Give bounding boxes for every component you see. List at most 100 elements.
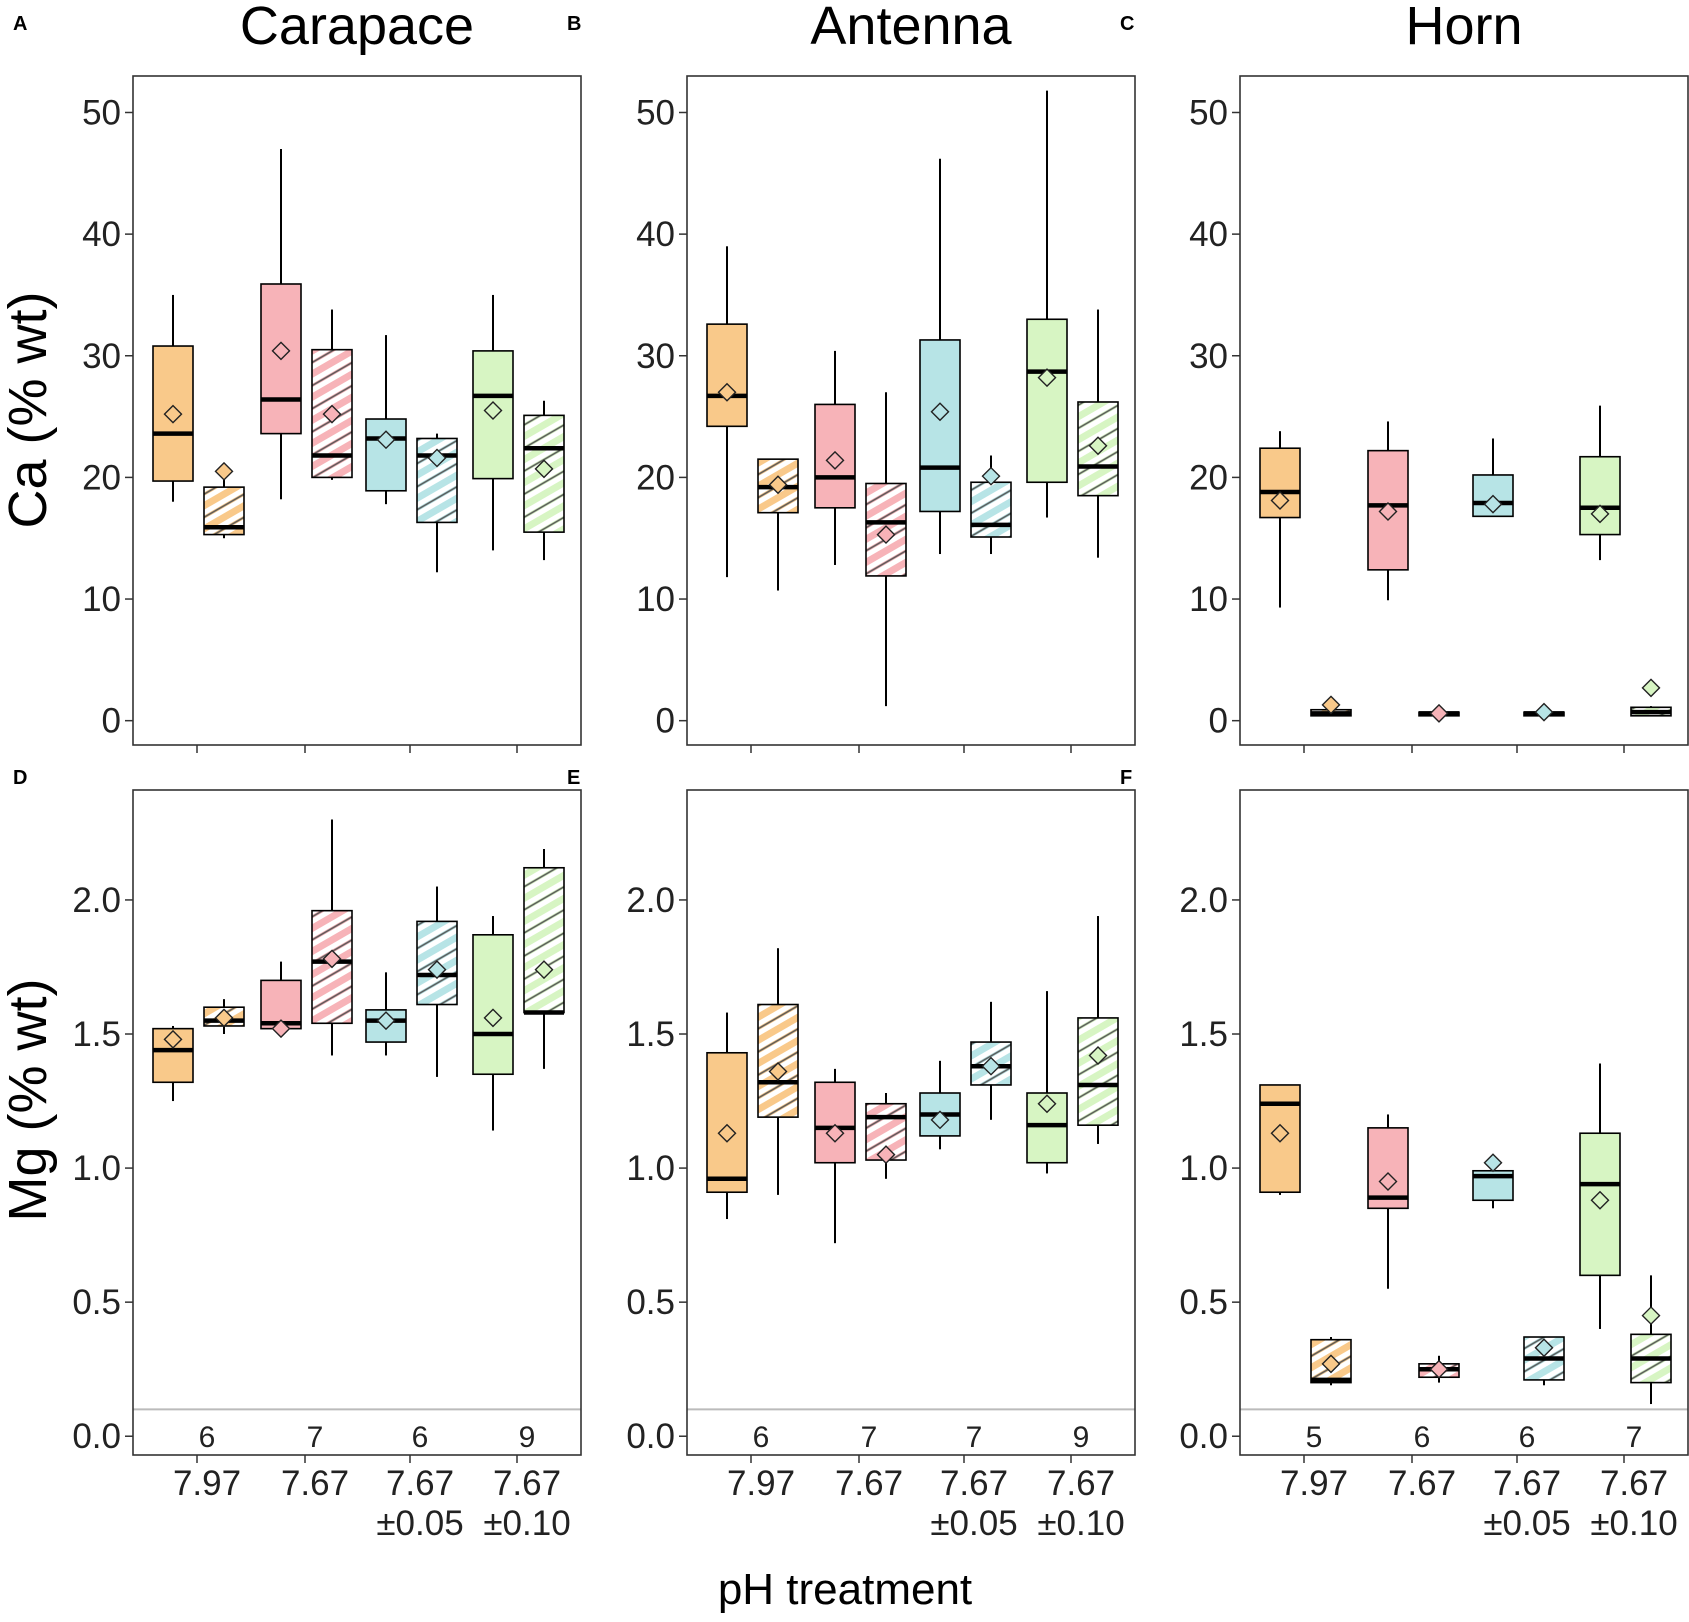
sample-size-label: 6 — [412, 1421, 429, 1454]
category-label: 7.67 — [1047, 1464, 1115, 1503]
box-outline — [152, 345, 194, 482]
y-tick-label: 2.0 — [1179, 881, 1228, 920]
sample-size-label: 7 — [307, 1421, 324, 1454]
box-c-1-hatched — [1418, 703, 1460, 723]
box-e-3-hatched — [1077, 916, 1119, 1144]
box-f-0-hatched — [1310, 1337, 1352, 1386]
box-outline — [416, 920, 458, 1006]
panel-title: Carapace — [240, 0, 474, 56]
y-tick-label: 0 — [656, 702, 675, 741]
box-a-0-solid — [152, 294, 194, 502]
box-e-0-solid — [706, 1012, 748, 1220]
box-c-0-hatched — [1310, 695, 1352, 717]
box-outline — [523, 414, 565, 533]
mean-marker — [1037, 368, 1057, 388]
mean-marker — [981, 466, 1001, 486]
mean-marker — [1534, 702, 1554, 722]
box-c-2-hatched — [1523, 702, 1565, 722]
y-tick-label: 40 — [82, 215, 121, 254]
sample-size-label: 7 — [861, 1421, 878, 1454]
mean-marker — [1590, 504, 1610, 524]
box-outline — [365, 1009, 407, 1043]
box-outline — [365, 418, 407, 492]
panel-label: B — [567, 13, 581, 35]
box-b-0-hatched — [757, 458, 799, 591]
box-hatch — [758, 1004, 798, 1118]
panel-b: B Antenna 0 10 20 30 40 50 — [567, 0, 1136, 753]
box-outline — [1077, 1017, 1119, 1126]
mean-marker — [534, 459, 554, 479]
box-outline — [970, 1041, 1012, 1086]
box-fill — [473, 934, 513, 1075]
mg-axis-title: Mg (% wt) — [0, 979, 58, 1222]
panel-frame — [132, 75, 582, 746]
category-label-sub: ±0.05 — [930, 1504, 1017, 1543]
y-tick-label: 0.0 — [626, 1417, 675, 1456]
panel-label: E — [567, 767, 580, 789]
box-outline — [416, 437, 458, 524]
category-label: 7.97 — [173, 1464, 241, 1503]
x-axis-title: pH treatment — [718, 1565, 972, 1614]
mean-marker — [1429, 1359, 1449, 1379]
box-a-3-hatched — [523, 400, 565, 561]
y-tick-label: 40 — [1189, 215, 1228, 254]
mean-marker — [930, 402, 950, 422]
mean-marker — [427, 960, 447, 980]
mean-marker — [1378, 1172, 1398, 1191]
box-outline — [1259, 447, 1301, 519]
box-b-1-solid — [814, 350, 856, 565]
sample-size-label: 7 — [1626, 1421, 1643, 1454]
box-e-2-hatched — [970, 1001, 1012, 1120]
box-f-3-solid — [1579, 1063, 1621, 1329]
box-b-2-solid — [919, 158, 961, 555]
box-d-3-solid — [472, 916, 514, 1131]
box-outline — [757, 1003, 799, 1118]
category-label: 7.67 — [386, 1464, 454, 1503]
mean-marker — [768, 1062, 788, 1082]
box-outline — [472, 933, 514, 1076]
mean-marker — [483, 401, 503, 420]
box-fill — [815, 1082, 855, 1163]
box-outline — [1026, 318, 1068, 484]
mean-marker — [825, 1123, 845, 1143]
box-outline — [706, 323, 748, 428]
mean-marker — [1483, 494, 1503, 514]
box-b-2-hatched — [970, 455, 1012, 555]
panel-f: F0.00.51.01.52.05 6 6 77.97 7.67 7.67±0.057.6… — [1120, 767, 1689, 1543]
y-tick-label: 0.5 — [626, 1283, 675, 1322]
box-c-1-solid — [1367, 421, 1409, 601]
box-b-0-solid — [706, 246, 748, 578]
box-f-2-hatched — [1523, 1336, 1565, 1386]
box-a-2-solid — [365, 335, 407, 505]
mean-marker — [1037, 1094, 1057, 1114]
sample-size-label: 9 — [1073, 1421, 1090, 1454]
box-outline — [1259, 1084, 1301, 1194]
box-d-2-solid — [365, 972, 407, 1056]
box-outline — [1077, 401, 1119, 497]
mean-marker — [1321, 1354, 1341, 1374]
box-d-1-hatched — [311, 819, 353, 1056]
category-label: 7.67 — [281, 1464, 349, 1503]
category-label-sub: ±0.10 — [483, 1504, 570, 1543]
box-fill — [920, 339, 960, 512]
mean-marker — [1270, 491, 1290, 511]
panel-d: D0.00.51.01.52.06 7 6 97.97 7.67 7.67±0.057.6… — [13, 767, 582, 1543]
box-outline — [1579, 1132, 1621, 1277]
mean-marker — [322, 949, 342, 969]
category-label-sub: ±0.10 — [1037, 1504, 1124, 1543]
y-tick-label: 30 — [1189, 337, 1228, 376]
mean-marker — [1534, 1338, 1554, 1358]
mean-marker — [876, 1145, 896, 1165]
sample-size-label: 6 — [1414, 1421, 1431, 1454]
y-tick-label: 10 — [1189, 580, 1228, 619]
y-tick-label: 50 — [1189, 93, 1228, 132]
box-e-1-solid — [814, 1068, 856, 1244]
box-a-2-hatched — [416, 433, 458, 573]
mean-marker — [271, 1019, 291, 1039]
mean-marker — [1321, 695, 1341, 715]
box-e-3-solid — [1026, 991, 1068, 1174]
category-label: 7.67 — [493, 1464, 561, 1503]
mean-marker — [376, 430, 396, 450]
mean-marker — [1270, 1123, 1290, 1143]
